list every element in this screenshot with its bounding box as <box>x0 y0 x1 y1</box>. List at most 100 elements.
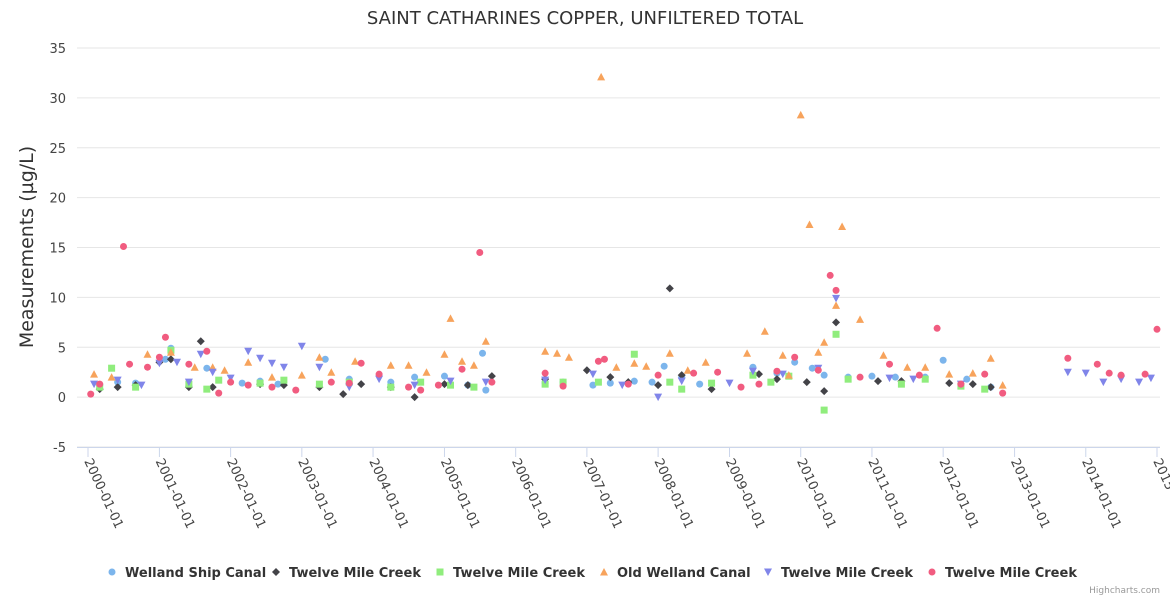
data-point[interactable] <box>190 363 199 371</box>
data-point[interactable] <box>479 349 487 357</box>
data-point[interactable] <box>215 389 223 397</box>
data-point[interactable] <box>434 381 442 389</box>
data-point[interactable] <box>458 365 466 373</box>
data-point[interactable] <box>411 373 419 381</box>
data-point[interactable] <box>754 370 763 379</box>
data-point[interactable] <box>541 376 550 385</box>
data-point[interactable] <box>143 350 152 358</box>
data-point[interactable] <box>481 337 490 345</box>
data-point[interactable] <box>161 355 169 363</box>
data-point[interactable] <box>832 301 841 309</box>
data-point[interactable] <box>957 380 965 388</box>
data-point[interactable] <box>838 222 847 231</box>
data-point[interactable] <box>339 390 348 399</box>
data-point[interactable] <box>701 358 710 366</box>
data-point[interactable] <box>921 363 930 371</box>
data-point[interactable] <box>648 378 656 386</box>
data-point[interactable] <box>778 370 787 379</box>
data-point[interactable] <box>87 390 95 398</box>
data-point[interactable] <box>440 372 448 380</box>
data-point[interactable] <box>683 366 692 374</box>
data-point[interactable] <box>814 366 822 374</box>
data-point[interactable] <box>208 368 217 377</box>
data-point[interactable] <box>410 381 419 390</box>
data-point[interactable] <box>196 337 205 346</box>
data-point[interactable] <box>280 376 288 384</box>
data-point[interactable] <box>203 364 211 372</box>
data-point[interactable] <box>108 364 116 372</box>
data-point[interactable] <box>879 351 888 359</box>
data-point[interactable] <box>446 314 455 322</box>
data-point[interactable] <box>166 355 175 364</box>
data-point[interactable] <box>267 373 276 381</box>
data-point[interactable] <box>387 383 395 391</box>
data-point[interactable] <box>244 381 252 389</box>
data-point[interactable] <box>802 378 811 387</box>
data-point[interactable] <box>820 387 829 396</box>
data-point[interactable] <box>778 351 787 359</box>
data-point[interactable] <box>553 349 562 357</box>
data-point[interactable] <box>886 360 894 368</box>
data-point[interactable] <box>417 378 425 386</box>
data-point[interactable] <box>107 373 116 381</box>
data-point[interactable] <box>463 381 472 390</box>
data-point[interactable] <box>933 324 941 332</box>
data-point[interactable] <box>161 333 169 341</box>
data-point[interactable] <box>677 377 686 386</box>
data-point[interactable] <box>321 355 329 363</box>
data-point[interactable] <box>268 383 276 391</box>
data-point[interactable] <box>375 370 383 378</box>
data-point[interactable] <box>820 371 828 379</box>
data-point[interactable] <box>630 350 638 358</box>
data-point[interactable] <box>96 380 104 388</box>
data-point[interactable] <box>666 378 674 386</box>
data-point[interactable] <box>624 380 632 388</box>
data-point[interactable] <box>773 367 781 375</box>
data-point[interactable] <box>820 406 828 414</box>
data-point[interactable] <box>986 383 995 392</box>
data-point[interactable] <box>256 354 265 363</box>
data-point[interactable] <box>606 373 615 382</box>
data-point[interactable] <box>1135 378 1144 387</box>
data-point[interactable] <box>654 381 663 390</box>
legend[interactable]: Welland Ship Canal Twelve Mile Creek Twelv… <box>108 566 1078 581</box>
data-point[interactable] <box>279 363 288 372</box>
data-point[interactable] <box>981 370 989 378</box>
data-point[interactable] <box>856 315 865 323</box>
data-point[interactable] <box>868 372 876 380</box>
data-point[interactable] <box>826 271 834 279</box>
data-point[interactable] <box>630 359 639 367</box>
data-point[interactable] <box>678 385 686 393</box>
data-point[interactable] <box>909 375 918 384</box>
legend-item[interactable]: Twelve Mile Creek <box>436 566 586 581</box>
data-point[interactable] <box>297 342 306 351</box>
data-point[interactable] <box>832 318 841 327</box>
data-point[interactable] <box>440 350 449 358</box>
data-point[interactable] <box>714 368 722 376</box>
data-point[interactable] <box>292 386 300 394</box>
data-point[interactable] <box>921 375 929 383</box>
data-point[interactable] <box>677 371 686 380</box>
data-point[interactable] <box>1063 368 1072 377</box>
data-point[interactable] <box>1146 374 1155 383</box>
data-point[interactable] <box>541 347 550 355</box>
data-point[interactable] <box>737 383 745 391</box>
data-point[interactable] <box>357 380 366 389</box>
data-point[interactable] <box>945 379 954 388</box>
data-point[interactable] <box>446 377 455 386</box>
data-point[interactable] <box>227 378 235 386</box>
data-point[interactable] <box>155 353 163 361</box>
data-point[interactable] <box>707 385 716 394</box>
data-point[interactable] <box>166 348 175 356</box>
data-point[interactable] <box>144 363 152 371</box>
data-point[interactable] <box>665 349 674 357</box>
data-point[interactable] <box>1093 360 1101 368</box>
data-point[interactable] <box>470 383 478 391</box>
data-point[interactable] <box>945 370 954 378</box>
data-point[interactable] <box>654 371 662 379</box>
data-point[interactable] <box>90 380 99 389</box>
data-point[interactable] <box>805 220 814 229</box>
data-point[interactable] <box>422 368 431 376</box>
data-point[interactable] <box>137 381 146 390</box>
data-point[interactable] <box>297 371 306 379</box>
